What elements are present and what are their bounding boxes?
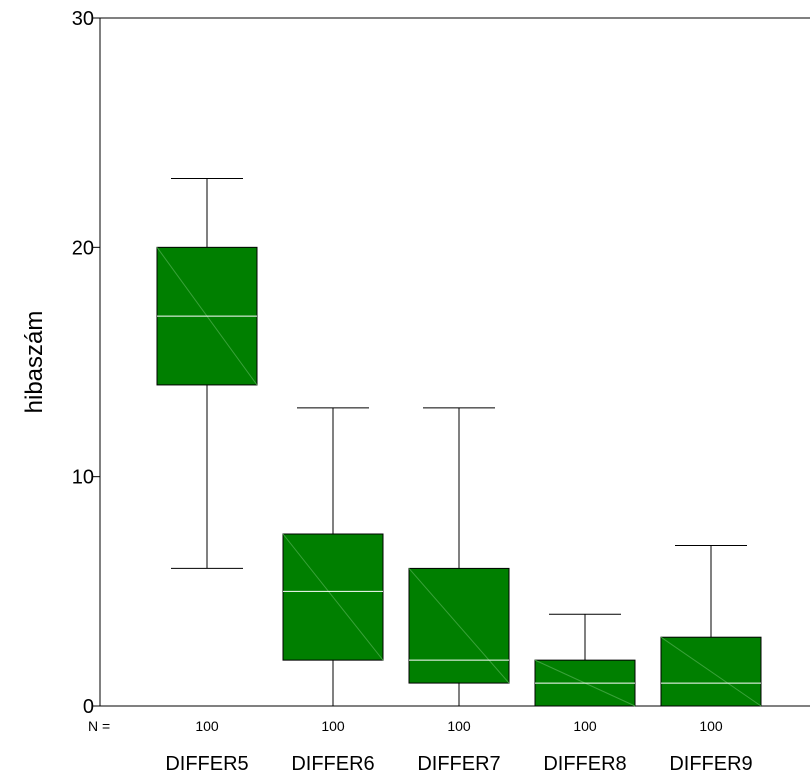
box-group-differ5: 100 DIFFER5 xyxy=(156,178,258,775)
box-diagonal xyxy=(408,568,510,684)
n-value: 100 xyxy=(447,718,471,734)
y-tick-label-20: 20 xyxy=(72,237,94,259)
y-ticks: 0 10 20 30 xyxy=(72,8,100,718)
y-tick-label-10: 10 xyxy=(72,467,94,489)
n-value: 100 xyxy=(195,718,219,734)
category-label: DIFFER5 xyxy=(165,753,248,775)
category-label: DIFFER9 xyxy=(669,753,752,775)
box-group-differ8: 100 DIFFER8 xyxy=(534,613,636,775)
box-group-differ9: 100 DIFFER9 xyxy=(660,544,762,775)
y-tick-label-30: 30 xyxy=(72,8,94,30)
category-label: DIFFER7 xyxy=(417,753,500,775)
n-value: 100 xyxy=(699,718,723,734)
category-label: DIFFER6 xyxy=(291,753,374,775)
box-group-differ7: 100 DIFFER7 xyxy=(408,407,510,775)
boxes: 100 DIFFER5 100 DIFFER6 100 DIFFER7 100 DIFFER8… xyxy=(156,178,762,775)
box-diagonal xyxy=(660,636,762,707)
n-value: 100 xyxy=(573,718,597,734)
n-label: N = xyxy=(88,718,110,734)
n-value: 100 xyxy=(321,718,345,734)
y-tick-label-0: 0 xyxy=(83,696,94,718)
category-label: DIFFER8 xyxy=(543,753,626,775)
box-diagonal xyxy=(282,533,384,661)
box-group-differ6: 100 DIFFER6 xyxy=(282,407,384,775)
y-axis-label: hibaszám xyxy=(21,311,48,414)
